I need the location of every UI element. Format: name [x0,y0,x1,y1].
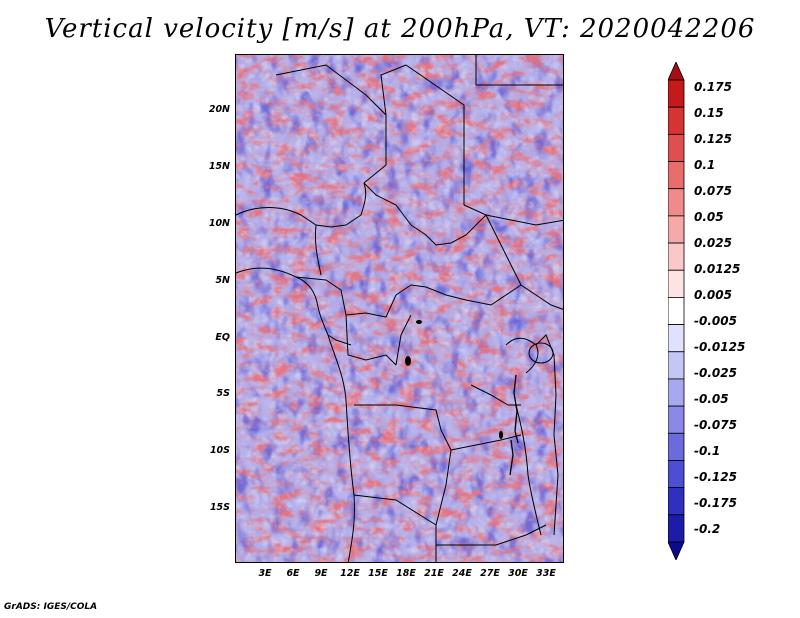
lon-label-24e: 24E [452,568,472,579]
colorbar-swatch [668,378,685,407]
colorbar-swatch [668,514,685,543]
lon-label-33e: 33E [536,568,556,579]
colorbar-label: 0.075 [694,184,732,198]
lon-label-9e: 9E [314,568,328,579]
colorbar-label: 0.025 [694,236,732,250]
colorbar-label: -0.0125 [694,340,746,354]
colorbar-swatch [668,405,685,434]
colorbar-swatch [668,487,685,516]
lat-label-15n: 15N [208,161,230,172]
lat-label-5n: 5N [215,275,230,286]
colorbar-label: 0.0125 [694,262,741,276]
colorbar-label: 0.1 [694,158,716,172]
colorbar-label: -0.125 [694,470,737,484]
map-panel [235,54,564,563]
colorbar-top-triangle [668,62,685,81]
plot-title: Vertical velocity [m/s] at 200hPa, VT: 2… [44,14,756,44]
colorbar-swatch [668,106,685,135]
lat-label-5s: 5S [216,388,230,399]
colorbar-label: -0.1 [694,444,721,458]
colorbar-label: 0.175 [694,80,732,94]
lon-label-15e: 15E [368,568,388,579]
colorbar-label: -0.05 [694,392,729,406]
colorbar-swatch [668,79,685,108]
lon-label-27e: 27E [480,568,500,579]
colorbar-label: -0.175 [694,496,737,510]
colorbar-label: 0.005 [694,288,732,302]
colorbar-label: 0.05 [694,210,724,224]
lon-label-12e: 12E [340,568,360,579]
lat-label-10s: 10S [209,445,230,456]
colorbar [668,62,685,560]
lat-label-10n: 10N [208,218,230,229]
colorbar-label: 0.125 [694,132,732,146]
colorbar-swatch [668,324,685,353]
colorbar-swatch [668,269,685,298]
colorbar-swatch [668,188,685,217]
lon-label-6e: 6E [286,568,300,579]
colorbar-swatch [668,133,685,162]
colorbar-swatch [668,242,685,271]
colorbar-swatch [668,460,685,489]
lat-label-15s: 15S [209,502,230,513]
colorbar-swatch [668,432,685,461]
lat-label-20n: 20N [208,104,230,115]
colorbar-swatch [668,161,685,190]
colorbar-bottom-triangle [668,541,685,560]
colorbar-swatch [668,215,685,244]
colorbar-swatch [668,351,685,380]
lon-label-21e: 21E [424,568,444,579]
lon-label-30e: 30E [508,568,528,579]
lon-label-3e: 3E [258,568,272,579]
colorbar-swatch [668,297,685,325]
lat-label-eq: EQ [215,332,230,343]
lon-label-18e: 18E [396,568,416,579]
colorbar-label: -0.005 [694,314,737,328]
velocity-field [236,55,563,562]
colorbar-label: -0.2 [694,522,721,536]
colorbar-label: -0.075 [694,418,737,432]
grads-credit: GrADS: IGES/COLA [4,602,98,612]
colorbar-label: 0.15 [694,106,724,120]
colorbar-label: -0.025 [694,366,737,380]
